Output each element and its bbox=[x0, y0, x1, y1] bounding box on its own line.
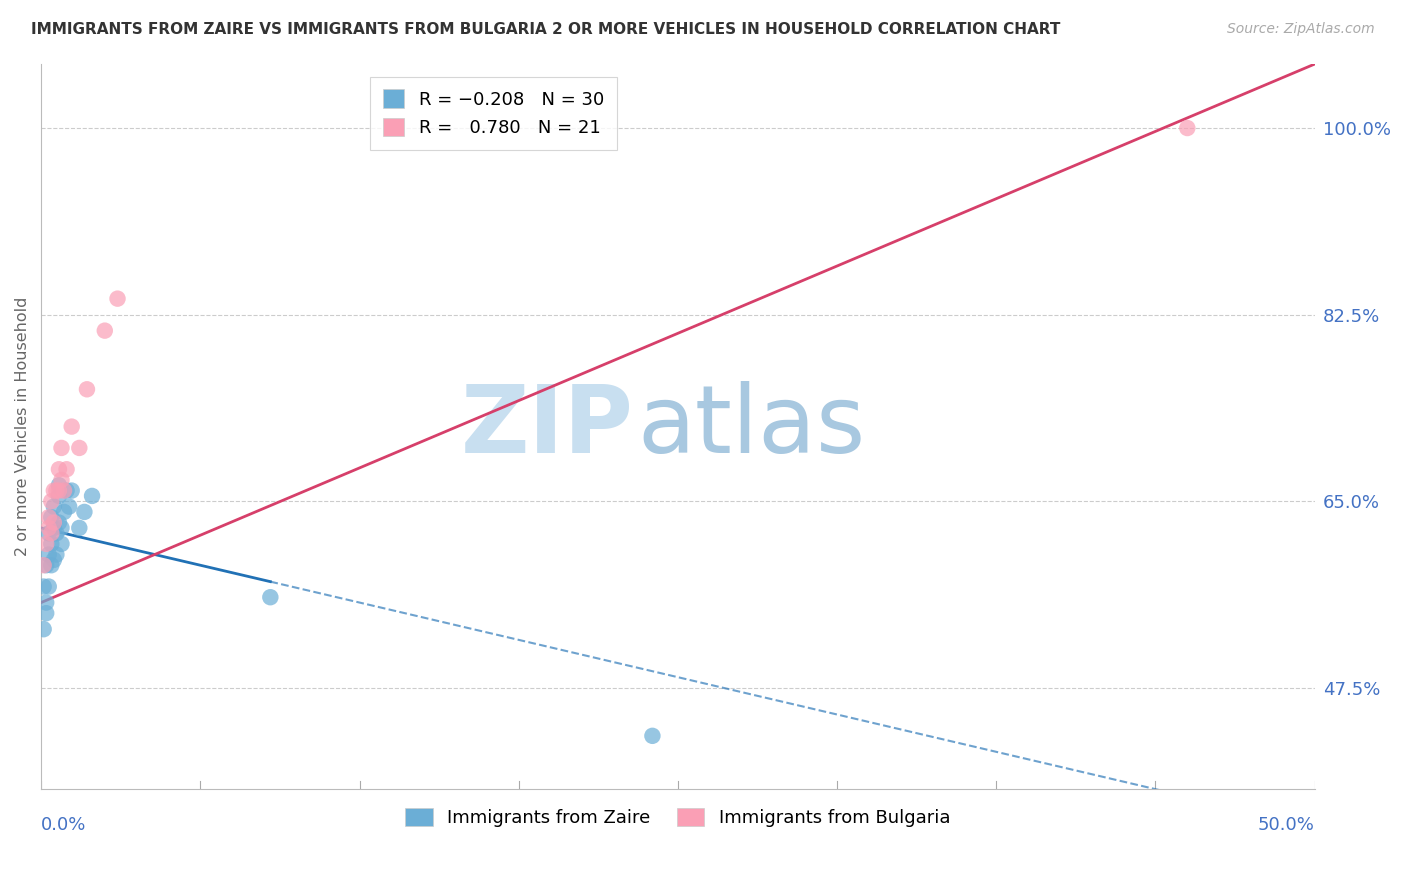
Point bbox=[55, 462, 77, 476]
Point bbox=[60, 483, 83, 498]
Point bbox=[32, 580, 55, 594]
Point bbox=[53, 505, 76, 519]
Point bbox=[51, 521, 73, 535]
Point bbox=[38, 521, 60, 535]
Point bbox=[45, 548, 67, 562]
Point bbox=[35, 606, 58, 620]
Point bbox=[39, 510, 62, 524]
Point bbox=[641, 729, 664, 743]
Text: atlas: atlas bbox=[637, 381, 865, 473]
Point bbox=[42, 516, 65, 530]
Point bbox=[259, 591, 281, 605]
Text: Source: ZipAtlas.com: Source: ZipAtlas.com bbox=[1227, 22, 1375, 37]
Point bbox=[107, 292, 129, 306]
Point bbox=[39, 494, 62, 508]
Point bbox=[39, 558, 62, 573]
Point bbox=[80, 489, 103, 503]
Point bbox=[32, 622, 55, 636]
Point bbox=[51, 441, 73, 455]
Point bbox=[38, 580, 60, 594]
Text: ZIP: ZIP bbox=[460, 381, 633, 473]
Point bbox=[1175, 121, 1198, 136]
Point bbox=[38, 548, 60, 562]
Point bbox=[35, 537, 58, 551]
Point bbox=[73, 505, 96, 519]
Point bbox=[48, 483, 70, 498]
Text: IMMIGRANTS FROM ZAIRE VS IMMIGRANTS FROM BULGARIA 2 OR MORE VEHICLES IN HOUSEHOL: IMMIGRANTS FROM ZAIRE VS IMMIGRANTS FROM… bbox=[31, 22, 1060, 37]
Point bbox=[32, 558, 55, 573]
Point bbox=[42, 483, 65, 498]
Y-axis label: 2 or more Vehicles in Household: 2 or more Vehicles in Household bbox=[15, 297, 30, 557]
Point bbox=[48, 462, 70, 476]
Point bbox=[45, 526, 67, 541]
Point bbox=[67, 441, 90, 455]
Text: 0.0%: 0.0% bbox=[41, 816, 87, 834]
Point bbox=[94, 324, 117, 338]
Point bbox=[42, 500, 65, 514]
Point bbox=[38, 526, 60, 541]
Point bbox=[48, 489, 70, 503]
Point bbox=[42, 553, 65, 567]
Point bbox=[76, 382, 98, 396]
Point bbox=[58, 500, 80, 514]
Point bbox=[35, 595, 58, 609]
Point bbox=[39, 537, 62, 551]
Point bbox=[55, 483, 77, 498]
Text: 50.0%: 50.0% bbox=[1258, 816, 1315, 834]
Point bbox=[45, 483, 67, 498]
Point bbox=[48, 478, 70, 492]
Point bbox=[51, 473, 73, 487]
Legend: Immigrants from Zaire, Immigrants from Bulgaria: Immigrants from Zaire, Immigrants from B… bbox=[398, 801, 957, 835]
Point bbox=[53, 483, 76, 498]
Point bbox=[42, 521, 65, 535]
Point bbox=[38, 510, 60, 524]
Point bbox=[39, 526, 62, 541]
Point bbox=[67, 521, 90, 535]
Point bbox=[48, 516, 70, 530]
Point bbox=[35, 558, 58, 573]
Point bbox=[51, 537, 73, 551]
Point bbox=[60, 419, 83, 434]
